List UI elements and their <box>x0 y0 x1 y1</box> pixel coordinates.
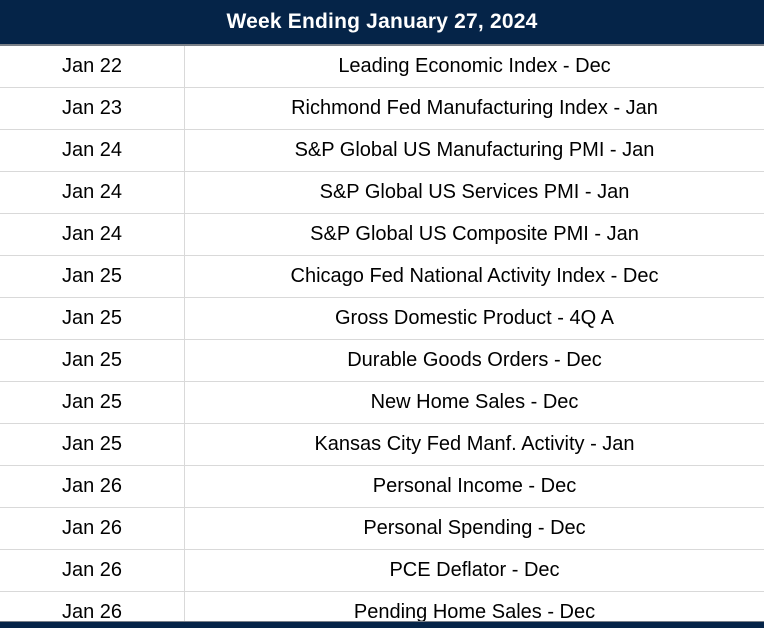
table-row: Jan 26 Personal Income - Dec <box>0 466 764 508</box>
event-cell: Personal Spending - Dec <box>363 517 586 539</box>
date-cell: Jan 26 <box>0 592 185 628</box>
table-row: Jan 24 S&P Global US Manufacturing PMI -… <box>0 130 764 172</box>
table-row: Jan 25 New Home Sales - Dec <box>0 382 764 424</box>
date-cell: Jan 25 <box>0 382 185 423</box>
event-cell: Durable Goods Orders - Dec <box>347 349 602 371</box>
event-cell: S&P Global US Manufacturing PMI - Jan <box>294 139 655 161</box>
event-cell: Kansas City Fed Manf. Activity - Jan <box>314 433 635 455</box>
table-row: Jan 25 Chicago Fed National Activity Ind… <box>0 256 764 298</box>
event-cell: S&P Global US Composite PMI - Jan <box>310 223 639 245</box>
event-cell: PCE Deflator - Dec <box>389 559 560 581</box>
date-cell: Jan 25 <box>0 424 185 465</box>
event-cell: New Home Sales - Dec <box>370 391 579 413</box>
date-cell: Jan 24 <box>0 214 185 255</box>
table-row: Jan 24 S&P Global US Composite PMI - Jan <box>0 214 764 256</box>
event-cell: Chicago Fed National Activity Index - De… <box>290 265 659 287</box>
table-row: Jan 23 Richmond Fed Manufacturing Index … <box>0 88 764 130</box>
date-cell: Jan 26 <box>0 466 185 507</box>
next-week-header-strip <box>0 621 764 628</box>
table-row: Jan 25 Durable Goods Orders - Dec <box>0 340 764 382</box>
event-cell: Pending Home Sales - Dec <box>353 601 596 623</box>
table-row: Jan 24 S&P Global US Services PMI - Jan <box>0 172 764 214</box>
date-cell: Jan 25 <box>0 256 185 297</box>
date-cell: Jan 24 <box>0 130 185 171</box>
table-row: Jan 25 Gross Domestic Product - 4Q A <box>0 298 764 340</box>
date-cell: Jan 25 <box>0 340 185 381</box>
week-header-title: Week Ending January 27, 2024 <box>226 10 538 33</box>
date-cell: Jan 25 <box>0 298 185 339</box>
date-cell: Jan 26 <box>0 508 185 549</box>
date-cell: Jan 24 <box>0 172 185 213</box>
event-cell: Leading Economic Index - Dec <box>338 55 611 77</box>
event-cell: Personal Income - Dec <box>372 475 577 497</box>
event-cell: Richmond Fed Manufacturing Index - Jan <box>291 97 658 119</box>
event-cell: S&P Global US Services PMI - Jan <box>319 181 630 203</box>
table-row: Jan 22 Leading Economic Index - Dec <box>0 46 764 88</box>
table-row: Jan 25 Kansas City Fed Manf. Activity - … <box>0 424 764 466</box>
date-cell: Jan 26 <box>0 550 185 591</box>
date-cell: Jan 23 <box>0 88 185 129</box>
table-row: Jan 26 Personal Spending - Dec <box>0 508 764 550</box>
week-header-bar: Week Ending January 27, 2024 <box>0 0 764 46</box>
event-cell: Gross Domestic Product - 4Q A <box>335 307 614 329</box>
table-row: Jan 26 PCE Deflator - Dec <box>0 550 764 592</box>
date-cell: Jan 22 <box>0 46 185 87</box>
calendar-table: Jan 22 Leading Economic Index - Dec Jan … <box>0 46 764 628</box>
